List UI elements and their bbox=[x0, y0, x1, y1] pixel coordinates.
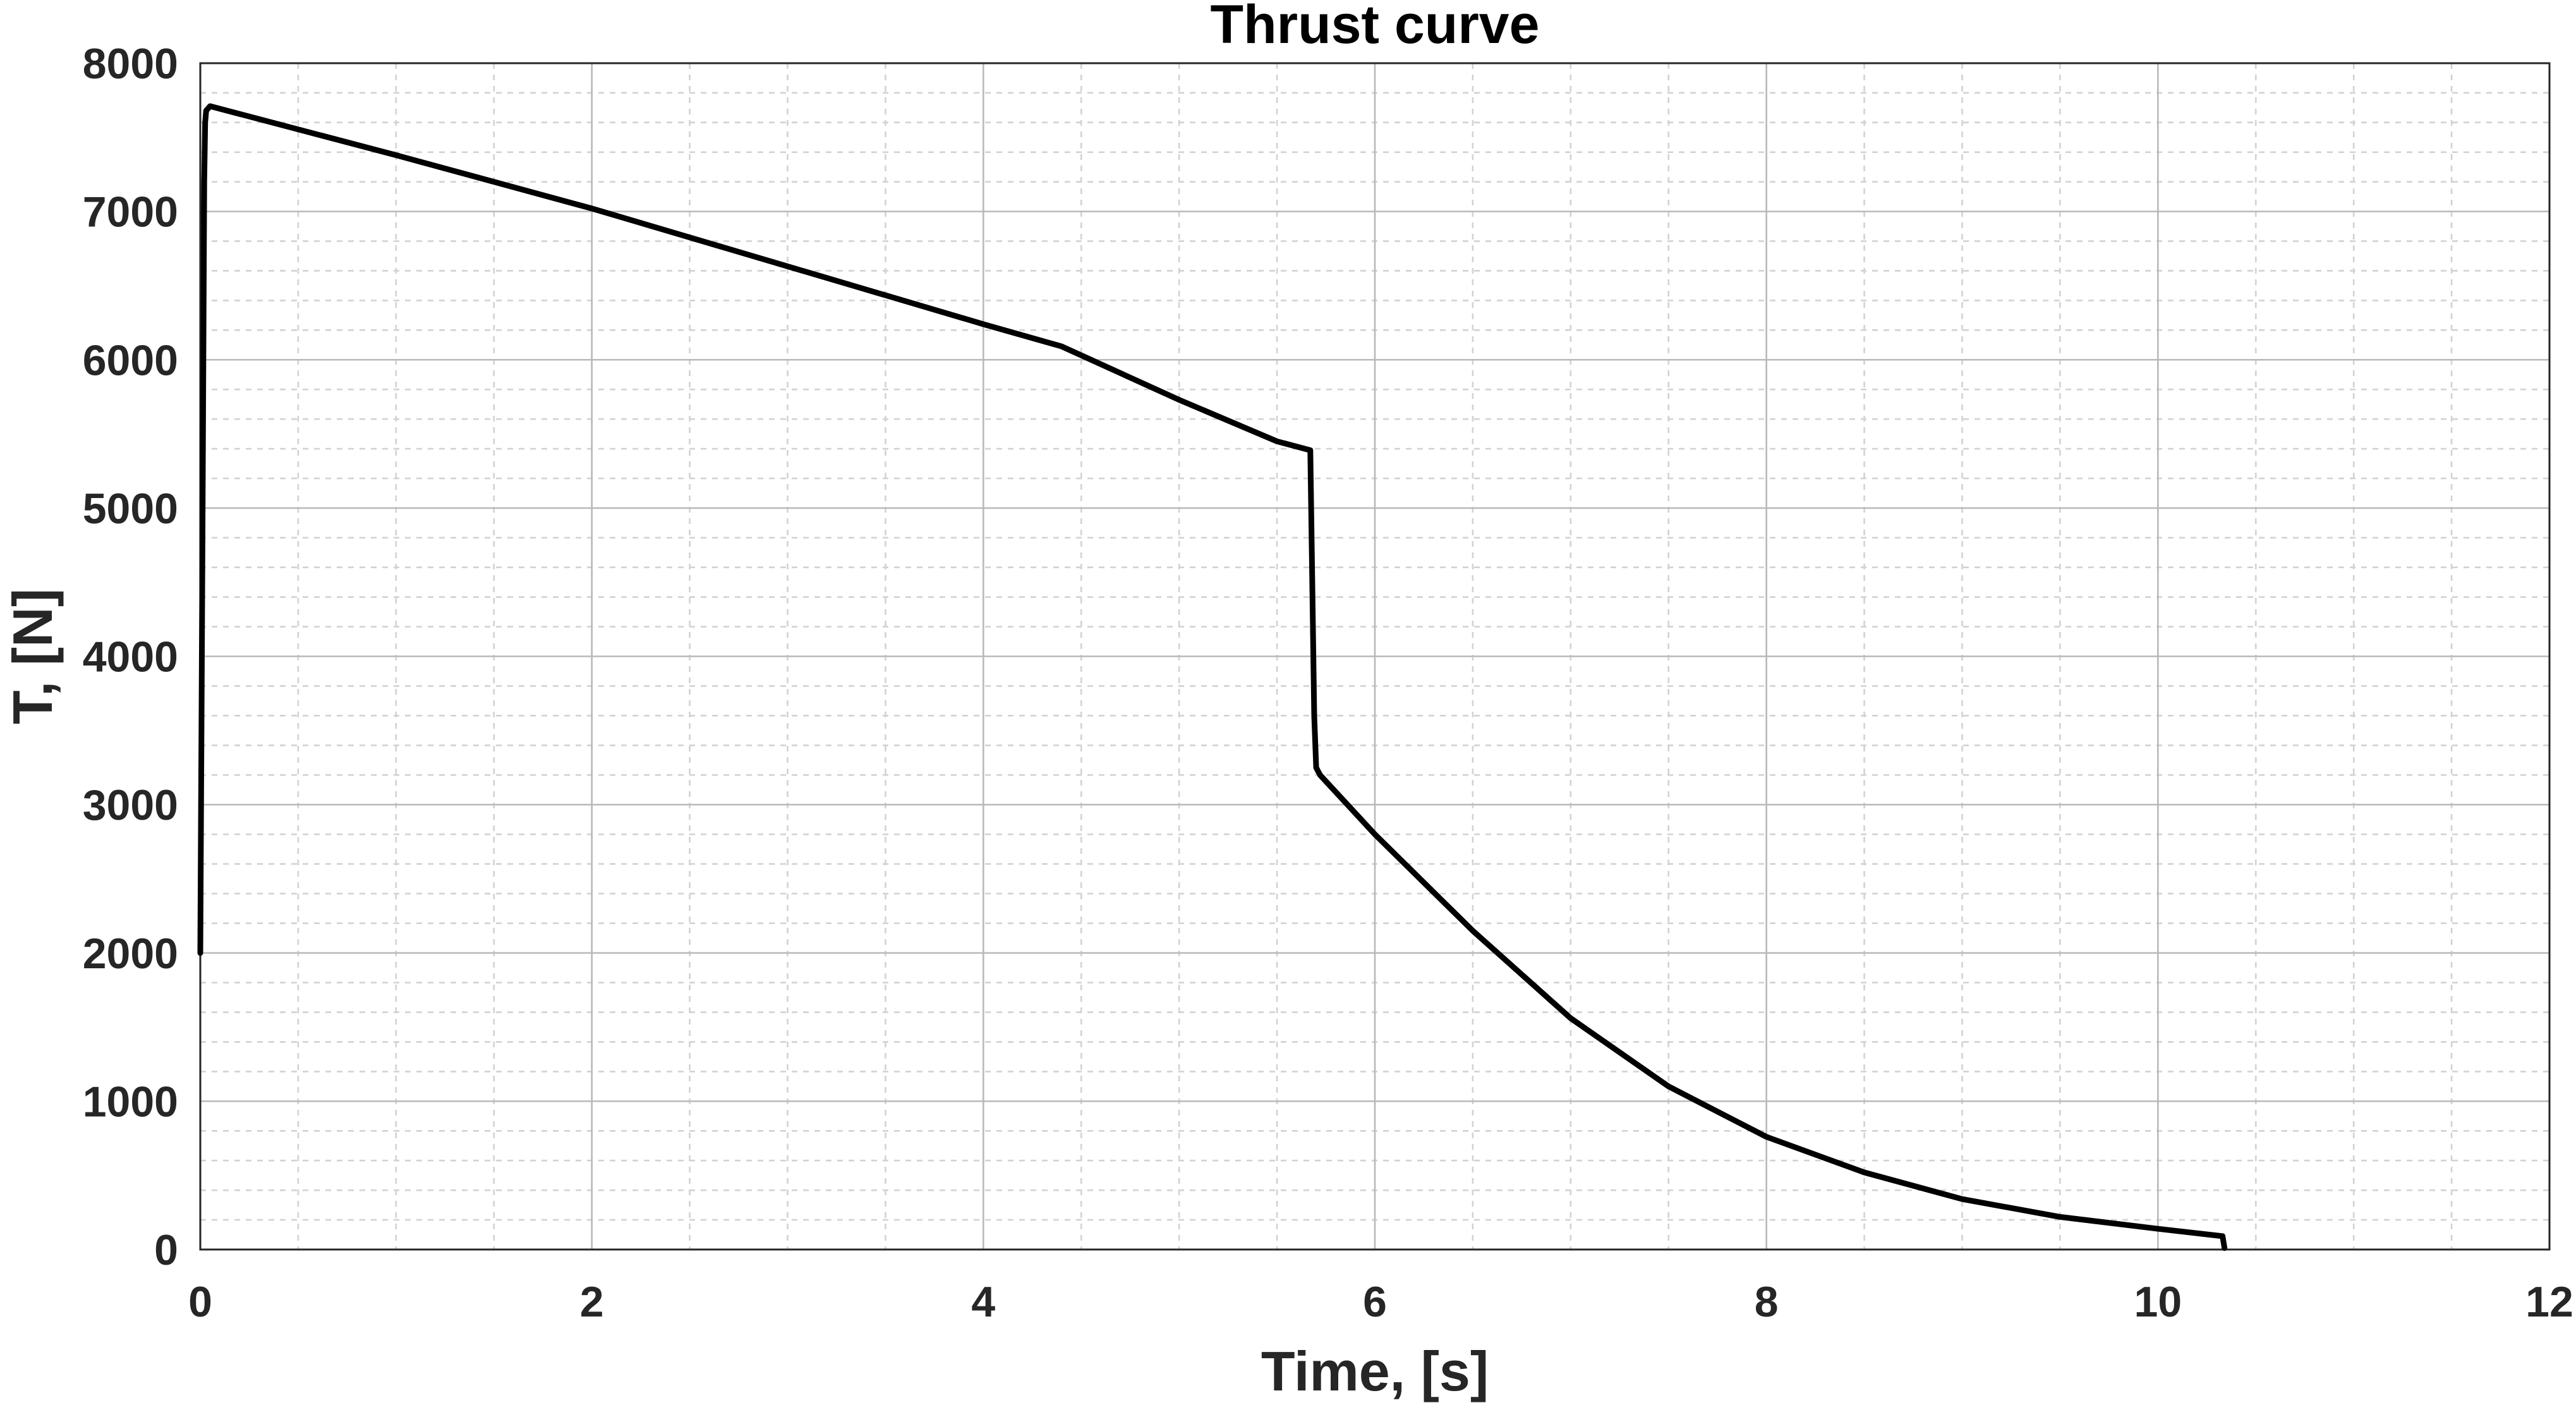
x-tick-label: 2 bbox=[580, 1278, 604, 1326]
x-tick-label: 4 bbox=[971, 1278, 995, 1326]
major-grid bbox=[199, 62, 2551, 1251]
x-tick-label: 10 bbox=[2134, 1278, 2182, 1326]
x-tick-labels: 0 2 4 6 8 10 12 bbox=[188, 1278, 2573, 1326]
y-tick-label: 3000 bbox=[83, 781, 178, 829]
x-tick-label: 0 bbox=[188, 1278, 212, 1326]
y-tick-label: 5000 bbox=[83, 485, 178, 533]
y-tick-label: 2000 bbox=[83, 930, 178, 978]
x-axis-label: Time, [s] bbox=[1261, 1340, 1489, 1402]
series-layer bbox=[197, 103, 2228, 1251]
y-axis-label: T, [N] bbox=[1, 588, 64, 724]
chart-title: Thrust curve bbox=[1211, 0, 1540, 55]
y-tick-label: 4000 bbox=[83, 633, 178, 681]
x-tick-label: 12 bbox=[2525, 1278, 2573, 1326]
y-tick-labels: 0 1000 2000 3000 4000 5000 6000 7000 8000 bbox=[83, 40, 178, 1274]
y-tick-label: 1000 bbox=[83, 1078, 178, 1126]
y-tick-label: 6000 bbox=[83, 336, 178, 384]
x-tick-label: 8 bbox=[1755, 1278, 1779, 1326]
y-tick-label: 0 bbox=[154, 1226, 178, 1274]
x-tick-label: 6 bbox=[1363, 1278, 1387, 1326]
thrust-series-line bbox=[197, 103, 2228, 1251]
y-tick-label: 8000 bbox=[83, 40, 178, 88]
y-tick-label: 7000 bbox=[83, 188, 178, 236]
